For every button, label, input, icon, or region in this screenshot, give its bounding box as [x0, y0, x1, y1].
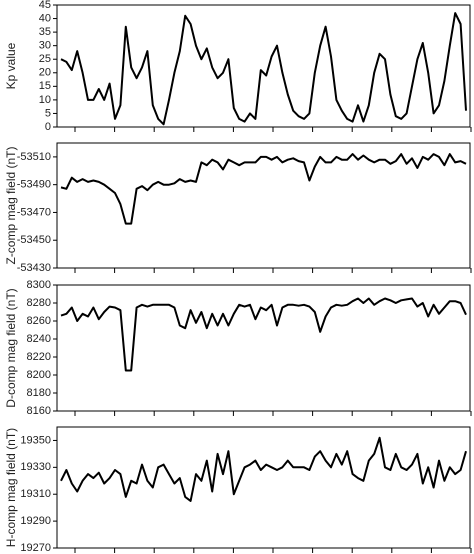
y-tick-label: 8220 [27, 351, 51, 363]
y-tick-label: -53430 [17, 262, 51, 274]
y-tick-label: 45 [39, 0, 51, 11]
data-line [60, 297, 467, 372]
y-tick-label: 8200 [27, 369, 51, 381]
data-line [60, 12, 467, 126]
y-tick-label: 8180 [27, 387, 51, 399]
y-axis-label: D-comp mag field (nT) [4, 288, 18, 407]
y-tick-label: 19350 [20, 434, 51, 446]
y-axis-label: Z-comp mag field (nT) [4, 146, 18, 264]
y-tick-label: 20 [39, 67, 51, 79]
plot-frame [56, 4, 471, 128]
y-tick-label: -53450 [17, 234, 51, 246]
y-tick-label: -53470 [17, 206, 51, 218]
plot-frame [56, 426, 471, 549]
y-tick-label: 35 [39, 26, 51, 38]
plot-frame [56, 142, 471, 269]
data-line [60, 153, 467, 225]
y-tick-label: 19330 [20, 461, 51, 473]
y-tick-label: 30 [39, 40, 51, 52]
y-axis-label: Kp value [4, 42, 18, 89]
y-tick-label: 15 [39, 80, 51, 92]
y-tick-label: -53490 [17, 179, 51, 191]
y-tick-label: 8260 [27, 315, 51, 327]
plot-frame [56, 284, 471, 412]
y-tick-label: 19310 [20, 488, 51, 500]
y-tick-label: 5 [45, 107, 51, 119]
y-tick-label: 8300 [27, 279, 51, 291]
y-axis-label: H-comp mag field (nT) [4, 428, 18, 547]
y-tick-label: -53510 [17, 151, 51, 163]
y-tick-label: 8160 [27, 405, 51, 417]
y-tick-label: 19270 [20, 542, 51, 554]
y-tick-label: 19290 [20, 515, 51, 527]
y-tick-label: 40 [39, 12, 51, 24]
y-tick-label: 10 [39, 94, 51, 106]
y-tick-label: 25 [39, 53, 51, 65]
y-tick-label: 8280 [27, 297, 51, 309]
y-tick-label: 8240 [27, 333, 51, 345]
data-line [60, 436, 467, 502]
y-tick-label: 0 [45, 121, 51, 133]
